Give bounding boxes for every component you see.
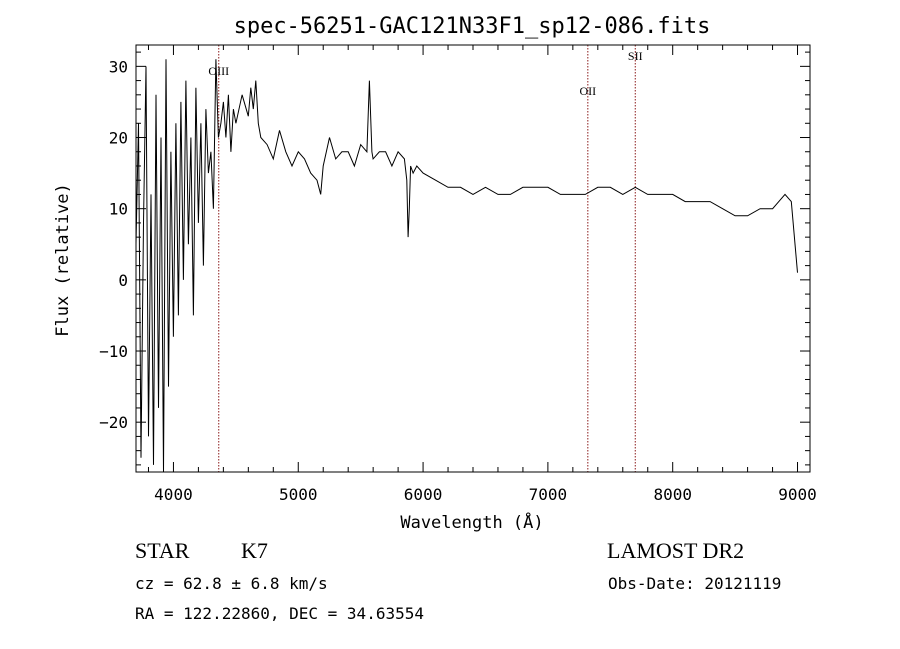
survey-name: LAMOST DR2 bbox=[607, 538, 745, 563]
ra-dec-coordinates: RA = 122.22860, DEC = 34.63554 bbox=[135, 604, 424, 623]
marker-label-sii: SII bbox=[628, 49, 643, 63]
observation-date: Obs-Date: 20121119 bbox=[608, 574, 782, 593]
x-tick-label: 5000 bbox=[279, 485, 318, 504]
y-tick-label: −10 bbox=[99, 342, 128, 361]
x-tick-label: 6000 bbox=[404, 485, 443, 504]
y-axis-label: Flux (relative) bbox=[53, 183, 73, 337]
marker-label-oiii: OIII bbox=[208, 64, 229, 78]
y-tick-label: 0 bbox=[118, 271, 128, 290]
object-class: K7 bbox=[241, 538, 268, 563]
x-tick-label: 7000 bbox=[529, 485, 568, 504]
redshift-cz: cz = 62.8 ± 6.8 km/s bbox=[135, 574, 328, 593]
x-tick-label: 8000 bbox=[653, 485, 692, 504]
y-tick-label: 30 bbox=[109, 57, 128, 76]
marker-label-oii: OII bbox=[579, 84, 596, 98]
spectral-line-markers: OIII OII SII bbox=[208, 45, 643, 472]
y-axis: −20 −10 0 10 20 30 bbox=[99, 51, 810, 466]
y-tick-label: 10 bbox=[109, 200, 128, 219]
x-tick-label: 9000 bbox=[778, 485, 817, 504]
y-tick-label: −20 bbox=[99, 413, 128, 432]
x-axis-label: Wavelength (Å) bbox=[400, 511, 543, 533]
spectrum-line bbox=[135, 59, 798, 473]
chart-title: spec-56251-GAC121N33F1_sp12-086.fits bbox=[234, 14, 711, 39]
x-tick-label: 4000 bbox=[154, 485, 193, 504]
plot-frame bbox=[135, 44, 811, 473]
y-tick-label: 20 bbox=[109, 129, 128, 148]
x-axis: 4000 5000 6000 7000 8000 9000 bbox=[147, 45, 817, 504]
object-type: STAR bbox=[135, 538, 190, 563]
